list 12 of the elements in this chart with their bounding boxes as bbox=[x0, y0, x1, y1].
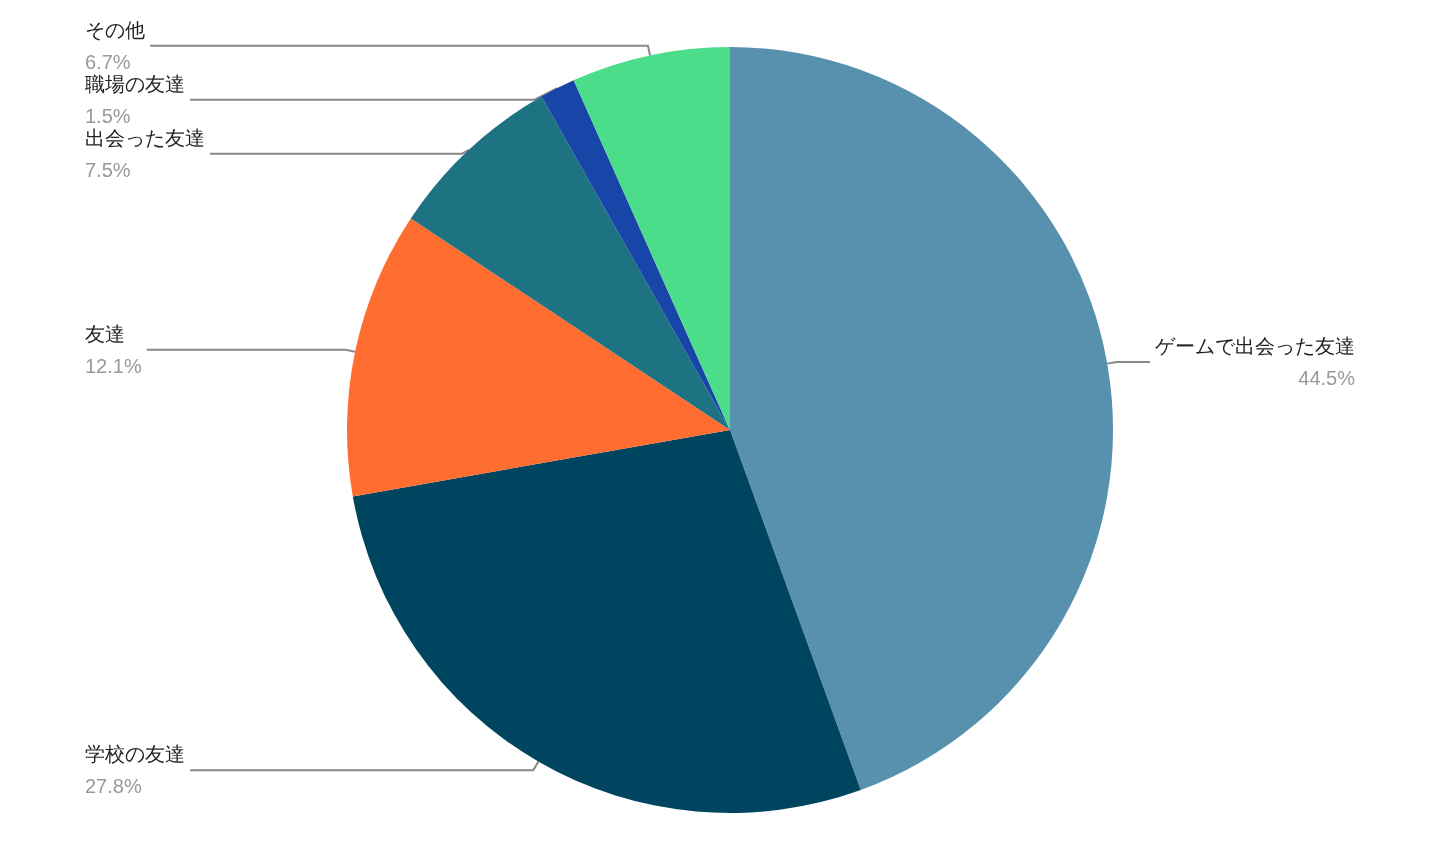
slice-label: 出会った友達 bbox=[85, 126, 205, 149]
slice-label: 職場の友達 bbox=[85, 72, 185, 95]
slice-label: 友達 bbox=[85, 322, 125, 345]
data-label: 44.5% bbox=[1298, 366, 1356, 389]
slice-label: その他 bbox=[85, 18, 145, 41]
data-label: 1.5% bbox=[85, 104, 131, 127]
data-label: 6.7% bbox=[85, 50, 131, 73]
data-label: 27.8% bbox=[85, 775, 142, 798]
data-label: 7.5% bbox=[85, 158, 131, 181]
data-label: 12.1% bbox=[85, 354, 142, 377]
slice-label: 学校の友達 bbox=[85, 743, 185, 766]
slice-label: ゲームで出会った友達 bbox=[1155, 334, 1355, 357]
